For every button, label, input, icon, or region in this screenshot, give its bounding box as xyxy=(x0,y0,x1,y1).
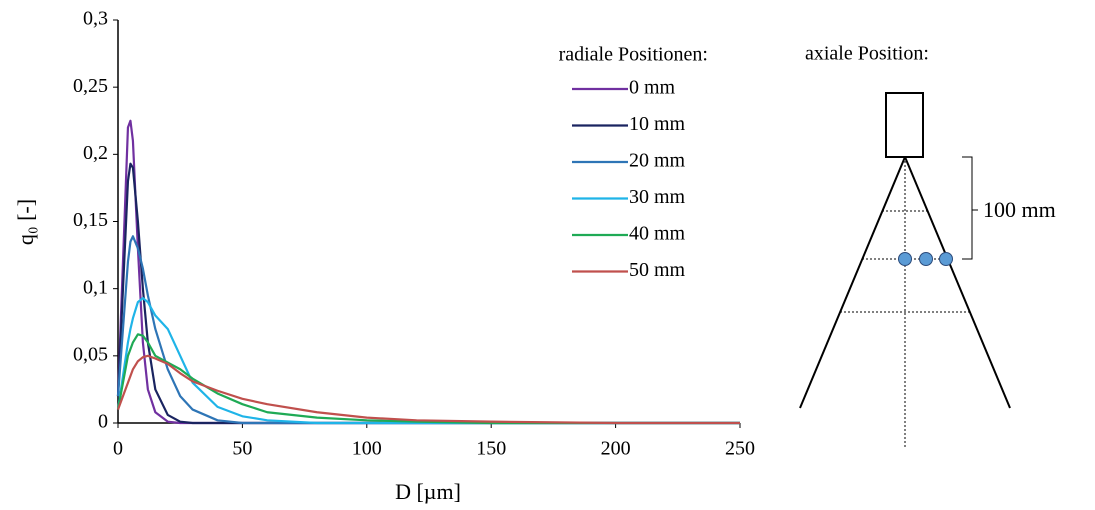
probe-point xyxy=(919,252,933,266)
legend-title: radiale Positionen: xyxy=(559,44,708,66)
y-tick-label: 0,25 xyxy=(73,75,108,97)
x-tick-label: 50 xyxy=(232,438,252,460)
series-line xyxy=(116,333,740,425)
legend-label: 40 mm xyxy=(629,223,686,245)
probe-point xyxy=(898,252,912,266)
series-line xyxy=(116,354,740,425)
x-tick-label: 250 xyxy=(725,438,755,460)
y-axis-label: q₀ [-] xyxy=(13,199,38,245)
y-tick-label: 0,3 xyxy=(83,8,108,30)
y-tick-label: 0,15 xyxy=(73,209,108,231)
legend-label: 20 mm xyxy=(629,150,686,172)
dimension-label: 100 mm xyxy=(983,197,1056,222)
nozzle xyxy=(885,92,924,158)
y-tick-label: 0,1 xyxy=(83,276,108,298)
series-line xyxy=(116,296,740,425)
x-tick-label: 150 xyxy=(476,438,506,460)
legend-label: 30 mm xyxy=(629,186,686,208)
legend-label: 50 mm xyxy=(629,259,686,281)
diagram: axiale Position: 100 mm xyxy=(799,43,1056,448)
x-tick-label: 200 xyxy=(601,438,631,460)
x-tick-label: 100 xyxy=(352,438,382,460)
y-tick-label: 0,2 xyxy=(83,142,108,164)
y-tick-label: 0,05 xyxy=(73,343,108,365)
probe-point xyxy=(939,252,953,266)
x-tick-label: 0 xyxy=(113,438,123,460)
diagram-title: axiale Position: xyxy=(805,43,929,65)
x-axis-label: D [µm] xyxy=(395,479,461,504)
legend-label: 0 mm xyxy=(629,77,676,99)
dimension-bracket xyxy=(962,156,978,260)
cone-edge xyxy=(799,156,906,409)
y-tick-label: 0 xyxy=(98,411,108,433)
legend-label: 10 mm xyxy=(629,113,686,135)
cone-edge xyxy=(904,156,1011,409)
